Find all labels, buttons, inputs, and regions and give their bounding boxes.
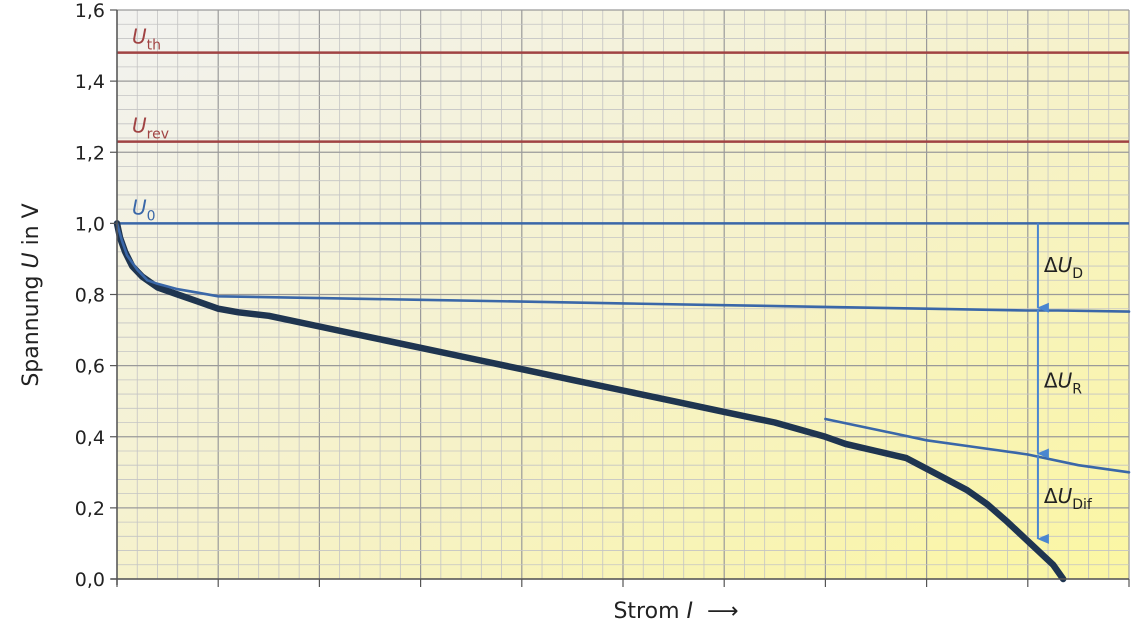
reference-lines: Uth Urev U0 [117, 25, 1129, 225]
series-line [824, 417, 1131, 474]
y-tick-labels: 0,0 0,2 0,4 0,6 0,8 1,0 1,2 1,4 1,6 [75, 0, 105, 591]
x-axis-label: Strom I ⟶ [613, 599, 738, 624]
delta-U-D-label: ΔUD [1044, 253, 1083, 282]
y-axis-label: Spannung U in V [19, 203, 44, 386]
annotations: ΔUD ΔUR ΔUDif [1036, 223, 1093, 544]
y-tick-label: 0,6 [75, 356, 105, 378]
series-line [115, 222, 1131, 313]
y-tick-label: 0,8 [75, 285, 105, 307]
series-line [113, 220, 1067, 583]
series-group [113, 220, 1131, 583]
y-tick-label: 0,2 [75, 498, 105, 520]
y-tick-label: 0,4 [75, 427, 105, 449]
reference-line-label: Uth [132, 25, 161, 54]
y-tick-label: 0,0 [75, 569, 105, 591]
grid [116, 9, 1130, 580]
reference-line-label: Urev [132, 114, 169, 143]
reference-line-label: U0 [132, 195, 156, 224]
delta-U-Dif-label: ΔUDif [1044, 484, 1093, 513]
delta-U-R-label: ΔUR [1044, 369, 1082, 398]
y-tick-label: 1,4 [75, 71, 105, 93]
y-tick-label: 1,6 [75, 0, 105, 22]
y-tick-label: 1,0 [75, 213, 105, 235]
axes [110, 9, 1130, 587]
y-tick-label: 1,2 [75, 142, 105, 164]
